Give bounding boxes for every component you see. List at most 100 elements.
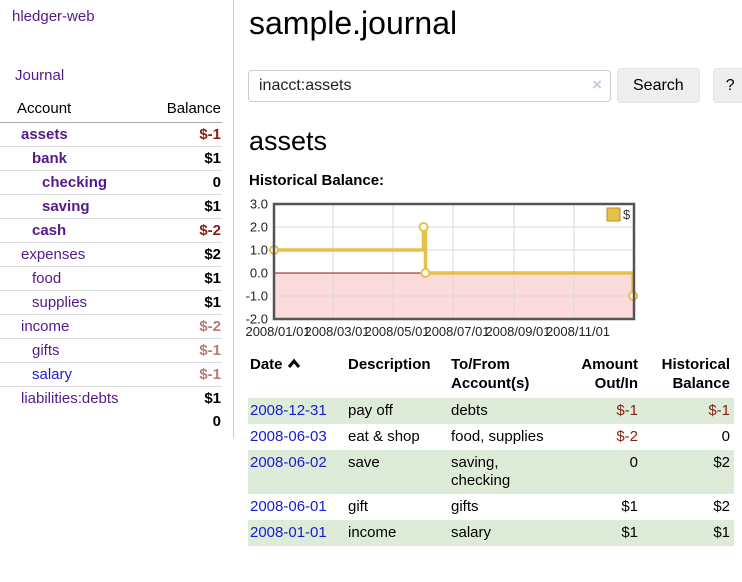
sidebar-account-link[interactable]: income xyxy=(21,318,70,335)
register-historical-balance: $1 xyxy=(642,520,734,546)
sidebar-account-balance: $-2 xyxy=(199,222,221,239)
chart-x-tick-label: 2008/05/01 xyxy=(364,324,429,339)
accounts-column-header: Account xyxy=(0,97,152,123)
register-historical-balance: $2 xyxy=(642,450,734,494)
register-date-link[interactable]: 2008-01-01 xyxy=(250,524,327,541)
register-date-link[interactable]: 2008-06-02 xyxy=(250,454,327,471)
register-description: save xyxy=(346,450,449,494)
sidebar-account-row: salary $-1 xyxy=(0,362,222,387)
sidebar-account-row: gifts $-1 xyxy=(0,338,222,363)
register-date-link[interactable]: 2008-06-01 xyxy=(250,498,327,515)
register-row: 2008-06-01 gift gifts $1 $2 xyxy=(248,494,734,520)
sidebar-account-link[interactable]: liabilities:debts xyxy=(21,390,119,407)
sidebar-account-link[interactable]: salary xyxy=(32,366,73,383)
sidebar-account-row: income $-2 xyxy=(0,314,222,339)
chart-legend-swatch xyxy=(606,207,621,222)
register-date-link[interactable]: 2008-12-31 xyxy=(250,402,327,419)
register-table: Date Description To/From Account(s) Amou… xyxy=(248,353,734,546)
sidebar-account-link[interactable]: cash xyxy=(32,222,67,239)
chart-x-tick-label: 2008/01/01 xyxy=(245,324,310,339)
sidebar-account-balance: $1 xyxy=(204,270,221,287)
register-historical-balance: 0 xyxy=(721,428,730,445)
sidebar-account-link[interactable]: checking xyxy=(42,174,108,191)
chart-plot-border xyxy=(272,202,636,321)
search-form: × Search ? xyxy=(248,68,742,103)
register-date-link[interactable]: 2008-06-03 xyxy=(250,428,327,445)
chart-legend-label: $ xyxy=(623,207,631,222)
register-description: gift xyxy=(348,498,369,515)
sidebar-account-link[interactable]: supplies xyxy=(32,294,88,311)
register-amount: $-1 xyxy=(561,398,642,424)
sidebar-account-row: food $1 xyxy=(0,266,222,291)
sidebar-account-row: cash $-2 xyxy=(0,218,222,243)
sort-ascending-icon xyxy=(287,355,301,374)
sidebar-item-journal[interactable]: Journal xyxy=(15,67,65,84)
chart-y-tick-label: -1.0 xyxy=(246,289,268,304)
sidebar-account-row: saving $1 xyxy=(0,194,222,219)
chart-marker xyxy=(420,268,431,278)
register-amount: 0 xyxy=(561,450,642,494)
chart-y-tick-label: 3.0 xyxy=(250,197,268,212)
register-row: 2008-12-31 pay off debts $-1 $-1 xyxy=(248,398,734,424)
sidebar-account-link[interactable]: bank xyxy=(32,150,68,167)
sidebar-account-balance: $1 xyxy=(204,198,221,215)
register-row: 2008-06-03 eat & shop food, supplies $-2 0 xyxy=(248,424,734,450)
register-amount-header: Amount Out/In xyxy=(581,356,638,392)
sidebar-account-balance: 0 xyxy=(212,174,221,191)
search-help-button[interactable]: ? xyxy=(712,68,742,103)
balance-column-header: Balance xyxy=(151,97,222,123)
chart-x-tick-label: 2008/11/01 xyxy=(546,324,610,339)
sidebar-account-link[interactable]: expenses xyxy=(21,246,86,263)
register-accounts: gifts xyxy=(451,498,479,515)
sidebar-account-balance: $1 xyxy=(204,150,221,167)
sidebar: hledger-web Journal Account Balance asse… xyxy=(0,0,233,433)
accounts-total-row: 0 xyxy=(0,410,222,433)
account-heading: assets xyxy=(249,126,328,156)
sidebar-account-link[interactable]: gifts xyxy=(32,342,60,359)
sidebar-account-balance: $1 xyxy=(204,294,221,311)
sidebar-account-row: bank $1 xyxy=(0,146,222,171)
search-input[interactable] xyxy=(248,69,611,102)
chart-canvas: $3.0 2.0 1.0 0.0 -1.0 -2.02008/01/012008/03/0… xyxy=(245,197,639,339)
sidebar-account-balance: $-1 xyxy=(199,366,221,383)
register-description: eat & shop xyxy=(348,428,420,445)
register-description-header: Description xyxy=(348,356,431,373)
sidebar-account-balance: $-1 xyxy=(199,342,221,359)
accounts-total-value: 0 xyxy=(212,413,221,430)
chart-x-tick-label: 2008/03/01 xyxy=(304,324,369,339)
chart-marker xyxy=(418,222,429,232)
sidebar-account-row: checking 0 xyxy=(0,170,222,195)
sidebar-account-balance: $-1 xyxy=(199,126,221,143)
main-content: sample.journal × Search ? assets Histori… xyxy=(245,0,742,546)
register-amount: $1 xyxy=(621,498,638,515)
register-historical-balance: $-1 xyxy=(642,398,734,424)
chart-heading: Historical Balance: xyxy=(249,172,385,189)
sidebar-account-link[interactable]: food xyxy=(32,270,62,287)
historical-balance-chart: $3.0 2.0 1.0 0.0 -1.0 -2.0 2008/01/01 2008/03/0… xyxy=(245,195,738,341)
brand-link[interactable]: hledger-web xyxy=(12,8,95,25)
register-historical-balance: $2 xyxy=(713,498,730,515)
sidebar-account-row: assets $-1 xyxy=(0,123,222,147)
clear-search-icon[interactable]: × xyxy=(592,74,602,94)
sidebar-account-balance: $1 xyxy=(204,390,221,407)
register-accounts-header: To/From Account(s) xyxy=(451,356,530,392)
register-accounts: debts xyxy=(449,398,561,424)
register-accounts: salary xyxy=(449,520,561,546)
register-row: 2008-06-02 save saving, checking 0 $2 xyxy=(248,450,734,494)
register-sort-date-header[interactable]: Date xyxy=(248,353,346,398)
sidebar-account-row: supplies $1 xyxy=(0,290,222,315)
register-description: income xyxy=(346,520,449,546)
search-button[interactable]: Search xyxy=(617,68,700,103)
sidebar-account-link[interactable]: saving xyxy=(42,198,90,215)
sidebar-account-balance: $-2 xyxy=(199,318,221,335)
register-balance-header: Historical Balance xyxy=(661,356,730,392)
sidebar-account-link[interactable]: assets xyxy=(21,126,68,143)
register-accounts: food, supplies xyxy=(451,428,544,445)
chart-y-tick-label: 1.0 xyxy=(250,243,268,258)
chart-x-tick-label: 2008/09/01 xyxy=(485,324,550,339)
accounts-balance-table: Account Balance assets $-1 bank $1 checking 0… xyxy=(0,97,222,433)
register-amount: $-2 xyxy=(616,428,638,445)
chart-x-tick-label: 2008/07/01 xyxy=(424,324,489,339)
chart-y-tick-label: -2.0 xyxy=(246,312,268,327)
register-description: pay off xyxy=(346,398,449,424)
